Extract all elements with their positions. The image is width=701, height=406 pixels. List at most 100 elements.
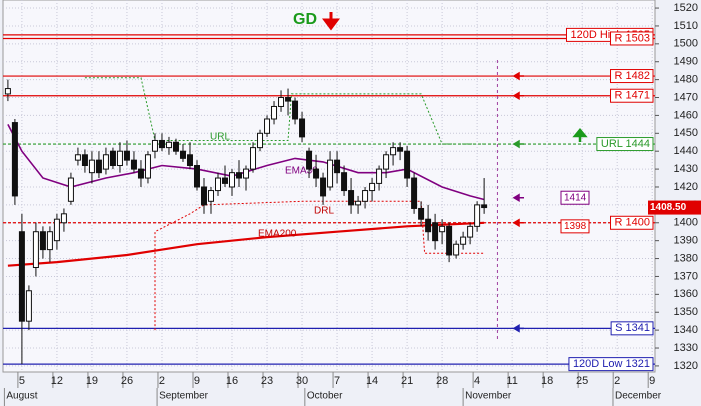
candle-body bbox=[320, 177, 327, 197]
candle-body bbox=[200, 186, 207, 206]
candle-body bbox=[25, 290, 32, 322]
last-price-label: 1408.50 bbox=[650, 202, 687, 213]
candle-body bbox=[236, 172, 243, 179]
candle-body bbox=[404, 150, 411, 179]
level-label-box bbox=[596, 137, 654, 152]
x-tick-label: 19 bbox=[86, 375, 98, 387]
y-tick-label: 1510 bbox=[674, 20, 698, 32]
x-tick-label: 5 bbox=[19, 375, 25, 387]
candle-body bbox=[222, 177, 229, 184]
down-arrow bbox=[322, 12, 340, 31]
y-tick-label: 1400 bbox=[674, 217, 698, 229]
level-label-box bbox=[610, 215, 654, 230]
candle-body bbox=[306, 150, 313, 170]
candle-body bbox=[67, 177, 74, 202]
level-label: R 1400 bbox=[615, 217, 650, 229]
level-label-box bbox=[610, 31, 654, 46]
candle-body bbox=[88, 159, 95, 174]
x-tick-label: 11 bbox=[506, 375, 517, 387]
candle-body bbox=[299, 118, 306, 138]
y-tick-label: 1350 bbox=[674, 306, 698, 318]
y-tick-label: 1490 bbox=[674, 56, 698, 68]
candle-body bbox=[130, 159, 137, 170]
level-arrow bbox=[512, 193, 524, 203]
candle-body bbox=[446, 225, 453, 256]
candle-body bbox=[53, 218, 60, 242]
y-tick-label: 1370 bbox=[674, 270, 698, 282]
y-tick-label: 1340 bbox=[674, 324, 698, 336]
y-tick-label: 1380 bbox=[674, 252, 698, 264]
level-label: R 1482 bbox=[615, 70, 650, 82]
series-label: EMA30 bbox=[285, 166, 318, 177]
candle-body bbox=[18, 231, 25, 322]
marker-label: 1414 bbox=[564, 192, 587, 203]
candle-body bbox=[432, 222, 439, 242]
y-tick-label: 1440 bbox=[674, 145, 698, 157]
series-label: EMA200 bbox=[258, 229, 297, 240]
y-tick-label: 1360 bbox=[674, 288, 698, 300]
candle-body bbox=[214, 177, 221, 192]
marker-box bbox=[560, 219, 590, 234]
candle-body bbox=[278, 97, 285, 107]
y-tick-label: 1450 bbox=[674, 127, 698, 139]
candle-body bbox=[418, 207, 425, 220]
level-arrow bbox=[512, 324, 524, 333]
x-tick-label: 2 bbox=[614, 375, 620, 387]
candle-body bbox=[292, 100, 299, 120]
level-label: R 1471 bbox=[615, 90, 650, 102]
y-tick-label: 1500 bbox=[674, 38, 698, 50]
candle-body bbox=[151, 139, 158, 152]
y-tick-label: 1430 bbox=[674, 163, 698, 175]
x-tick-label: 14 bbox=[366, 375, 378, 387]
candle-body bbox=[32, 231, 39, 269]
candle-body bbox=[411, 177, 418, 209]
y-tick-label: 1420 bbox=[674, 181, 698, 193]
candle-body bbox=[250, 147, 257, 170]
x-tick-label: 9 bbox=[194, 375, 200, 387]
candle-body bbox=[369, 182, 376, 192]
candle-body bbox=[334, 159, 341, 174]
candle-body bbox=[390, 147, 397, 156]
y-tick-label: 1480 bbox=[674, 74, 698, 86]
x-tick-label: 18 bbox=[541, 375, 553, 387]
level-arrow bbox=[512, 218, 524, 228]
indicator-line bbox=[7, 221, 485, 267]
candle-body bbox=[376, 168, 383, 184]
level-label-box bbox=[610, 69, 654, 84]
candle-body bbox=[123, 150, 130, 161]
candle-body bbox=[481, 204, 488, 209]
candle-body bbox=[4, 88, 11, 95]
indicator-line bbox=[7, 124, 485, 201]
x-tick-label: 2 bbox=[159, 375, 165, 387]
candle-body bbox=[439, 225, 446, 233]
month-label: December bbox=[615, 391, 662, 402]
signal-annotation: GD bbox=[293, 11, 317, 28]
x-tick-label: 7 bbox=[334, 375, 340, 387]
level-label: URL 1444 bbox=[601, 138, 650, 150]
candle-body bbox=[46, 231, 53, 251]
candle-body bbox=[383, 154, 390, 170]
candle-body bbox=[144, 154, 151, 179]
candle-body bbox=[453, 243, 460, 256]
level-arrow bbox=[512, 71, 524, 81]
level-label: S 1341 bbox=[615, 322, 650, 334]
candle-body bbox=[186, 154, 193, 167]
last-price-box bbox=[648, 200, 701, 215]
candle-body bbox=[313, 168, 320, 179]
candle-body bbox=[467, 225, 474, 238]
candle-body bbox=[172, 141, 179, 152]
up-arrow bbox=[572, 128, 588, 142]
candle-body bbox=[102, 154, 109, 170]
candle-body bbox=[460, 236, 467, 245]
level-label-box bbox=[610, 88, 654, 103]
indicator-line bbox=[154, 200, 485, 331]
candle-body bbox=[271, 105, 278, 120]
level-label-box bbox=[610, 321, 654, 336]
candle-body bbox=[137, 168, 144, 179]
x-tick-label: 28 bbox=[436, 375, 448, 387]
candle-body bbox=[60, 213, 67, 224]
indicator-line bbox=[84, 77, 485, 145]
month-label: August bbox=[6, 391, 37, 402]
